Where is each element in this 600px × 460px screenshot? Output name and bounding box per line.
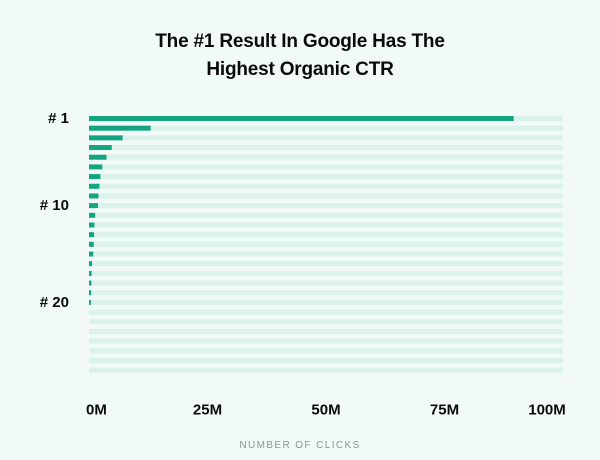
bar-position-11 xyxy=(89,212,96,218)
row-track xyxy=(89,348,563,354)
bar-position-4 xyxy=(89,145,112,151)
row-track xyxy=(89,212,563,218)
bar-position-6 xyxy=(89,164,103,170)
x-tick-label: 0M xyxy=(86,402,107,419)
row-track xyxy=(89,358,563,363)
bar-position-2 xyxy=(89,125,151,131)
x-tick-label: 25M xyxy=(193,402,222,419)
row-track xyxy=(89,174,563,180)
y-tick-label: # 1 xyxy=(48,110,69,127)
row-track xyxy=(89,261,563,267)
row-track xyxy=(89,145,563,151)
row-track xyxy=(89,299,563,305)
bar-position-10 xyxy=(89,203,99,209)
chart-title: The #1 Result In Google Has The Highest … xyxy=(0,28,600,84)
bar-position-3 xyxy=(89,135,123,141)
bar-position-16 xyxy=(89,261,93,267)
row-track xyxy=(89,222,563,228)
row-track xyxy=(89,309,563,315)
bar-position-14 xyxy=(89,241,94,247)
row-track xyxy=(89,290,563,296)
row-track xyxy=(89,319,563,325)
bar-position-8 xyxy=(89,183,100,189)
row-track xyxy=(89,338,563,344)
row-track xyxy=(89,280,563,286)
bar-position-13 xyxy=(89,232,94,238)
bar-position-20 xyxy=(89,299,91,305)
row-tracks xyxy=(89,116,563,373)
bar-position-7 xyxy=(89,174,101,180)
bar-position-19 xyxy=(89,290,92,296)
row-track xyxy=(89,154,563,160)
bar-position-5 xyxy=(89,154,107,160)
y-axis-labels: # 1 # 10 # 20 xyxy=(40,110,69,311)
row-track xyxy=(89,164,563,170)
bar-position-17 xyxy=(89,270,92,276)
row-track xyxy=(89,241,563,247)
x-tick-label: 75M xyxy=(430,402,459,419)
y-tick-label: # 20 xyxy=(40,294,69,311)
row-track xyxy=(89,251,563,257)
bar-position-18 xyxy=(89,280,92,286)
chart-title-line-2: Highest Organic CTR xyxy=(206,59,394,80)
row-track xyxy=(89,193,563,199)
row-track xyxy=(89,203,563,209)
row-track xyxy=(89,135,563,141)
bars xyxy=(89,116,514,305)
x-tick-label: 100M xyxy=(528,402,566,419)
bar-position-15 xyxy=(89,251,94,257)
row-track xyxy=(89,125,563,131)
bar-position-9 xyxy=(89,193,99,199)
x-tick-label: 50M xyxy=(311,402,340,419)
row-track xyxy=(89,232,563,238)
bar-position-12 xyxy=(89,222,95,228)
y-tick-label: # 10 xyxy=(40,197,69,214)
row-track xyxy=(89,328,563,334)
row-track xyxy=(89,367,563,373)
bar-position-1 xyxy=(89,116,514,121)
chart-title-line-1: The #1 Result In Google Has The xyxy=(155,31,445,52)
x-axis-title: NUMBER OF CLICKS xyxy=(239,440,361,451)
x-axis-labels: 0M 25M 50M 75M 100M xyxy=(86,402,566,419)
row-track xyxy=(89,270,563,276)
row-track xyxy=(89,183,563,189)
